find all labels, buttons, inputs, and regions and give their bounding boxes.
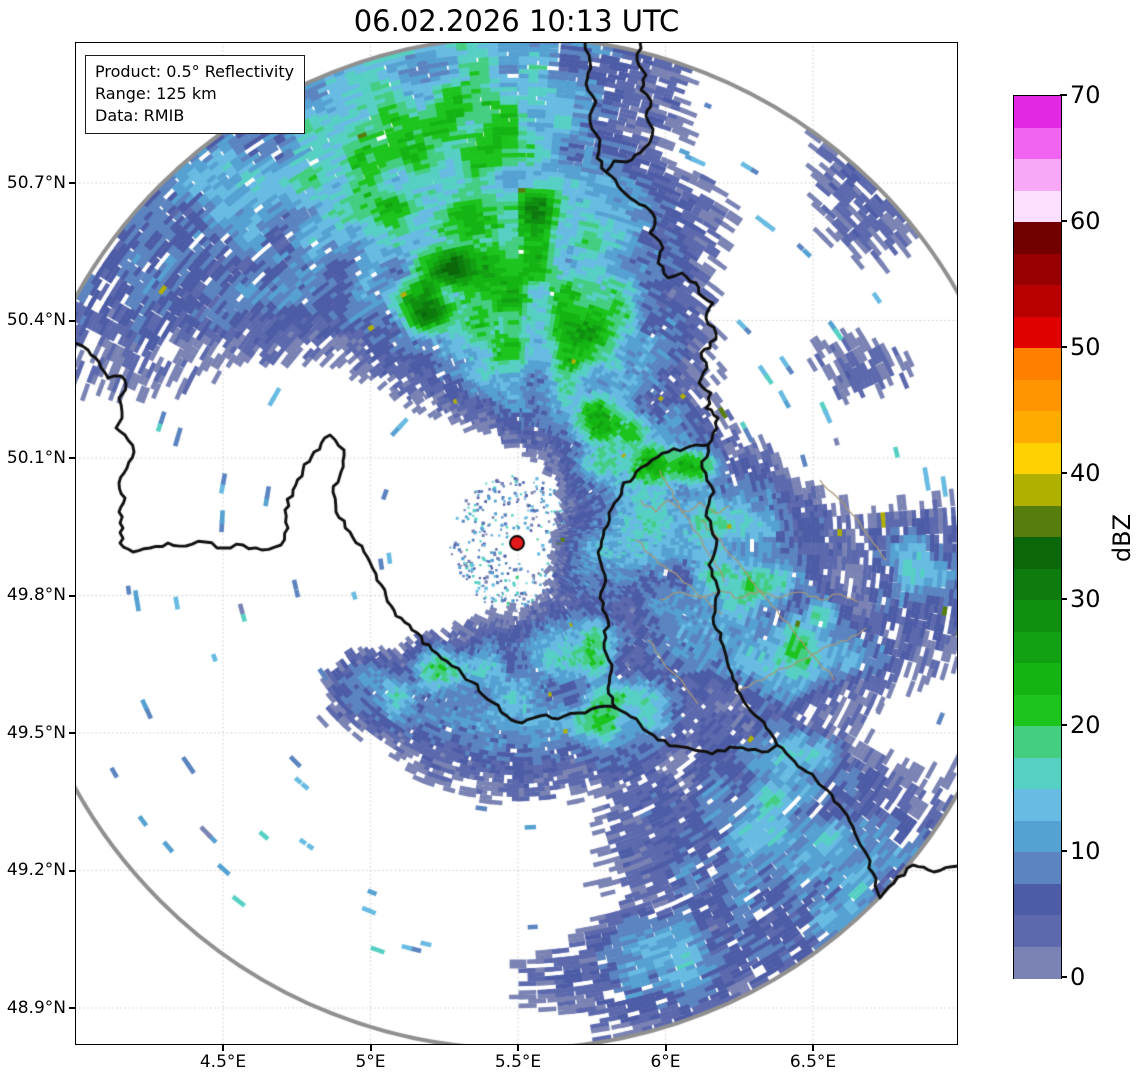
- colorbar-band: [1014, 820, 1061, 853]
- colorbar-band: [1014, 411, 1061, 443]
- colorbar-band: [1014, 568, 1061, 601]
- colorbar-band: [1014, 505, 1061, 538]
- colorbar-band: [1014, 757, 1061, 790]
- colorbar-band: [1014, 222, 1061, 254]
- colorbar-tick-label: 30: [1070, 585, 1101, 613]
- y-tick-label: 49.5°N: [6, 722, 66, 743]
- colorbar-tick-mark: [1060, 94, 1067, 96]
- colorbar-band: [1014, 348, 1061, 380]
- y-tick-label: 50.7°N: [6, 172, 66, 193]
- colorbar-band: [1014, 663, 1061, 695]
- x-tick-label: 5.5°E: [494, 1052, 542, 1072]
- colorbar-band: [1014, 631, 1061, 664]
- y-tick-mark: [69, 457, 75, 460]
- colorbar-title: dBZ: [1108, 513, 1136, 563]
- map-plot: Product: 0.5° Reflectivity Range: 125 km…: [75, 42, 958, 1045]
- colorbar-tick-label: 60: [1070, 207, 1101, 235]
- radar-canvas: [75, 42, 958, 1045]
- colorbar-band: [1014, 127, 1061, 160]
- x-tick-mark: [517, 1045, 520, 1051]
- colorbar-band: [1014, 285, 1061, 317]
- colorbar-band: [1014, 946, 1061, 979]
- colorbar-band: [1014, 159, 1061, 191]
- x-tick-mark: [812, 1045, 815, 1051]
- info-line-product: Product: 0.5° Reflectivity: [95, 62, 295, 81]
- colorbar-band: [1014, 600, 1061, 632]
- colorbar-band: [1014, 883, 1061, 916]
- colorbar-band: [1014, 316, 1061, 349]
- y-tick-label: 50.1°N: [6, 447, 66, 468]
- colorbar-tick-mark: [1060, 598, 1067, 600]
- colorbar-tick-label: 20: [1070, 711, 1101, 739]
- colorbar-band: [1014, 789, 1061, 821]
- colorbar-tick-mark: [1060, 724, 1067, 726]
- colorbar-tick-mark: [1060, 346, 1067, 348]
- x-tick-label: 6°E: [650, 1052, 681, 1072]
- info-box: Product: 0.5° Reflectivity Range: 125 km…: [85, 55, 306, 134]
- colorbar-band: [1014, 852, 1061, 884]
- x-tick-label: 6.5°E: [789, 1052, 837, 1072]
- info-line-range: Range: 125 km: [95, 84, 217, 103]
- x-tick-mark: [222, 1045, 225, 1051]
- y-tick-mark: [69, 869, 75, 872]
- y-tick-mark: [69, 732, 75, 735]
- y-tick-label: 49.2°N: [6, 860, 66, 880]
- colorbar-tick-label: 50: [1070, 333, 1101, 361]
- colorbar-band: [1014, 379, 1061, 412]
- x-tick-label: 4.5°E: [199, 1052, 247, 1072]
- y-tick-label: 48.9°N: [6, 997, 66, 1018]
- colorbar-tick-label: 40: [1070, 459, 1101, 487]
- colorbar-band: [1014, 726, 1061, 758]
- colorbar-band: [1014, 442, 1061, 475]
- y-tick-mark: [69, 1007, 75, 1010]
- colorbar-tick-label: 70: [1070, 81, 1101, 109]
- y-tick-mark: [69, 319, 75, 322]
- y-tick-mark: [69, 594, 75, 597]
- y-tick-label: 50.4°N: [6, 310, 66, 330]
- colorbar-tick-mark: [1060, 976, 1067, 978]
- colorbar-tick-mark: [1060, 850, 1067, 852]
- colorbar-band: [1014, 474, 1061, 506]
- colorbar-band: [1014, 915, 1061, 947]
- colorbar-tick-label: 0: [1070, 963, 1086, 991]
- y-tick-mark: [69, 182, 75, 185]
- colorbar-band: [1014, 694, 1061, 727]
- colorbar-band: [1014, 96, 1061, 128]
- colorbar-tick-label: 10: [1070, 837, 1101, 865]
- x-tick-mark: [664, 1045, 667, 1051]
- info-line-data: Data: RMIB: [95, 106, 185, 125]
- colorbar-band: [1014, 253, 1061, 286]
- colorbar-tick-mark: [1060, 220, 1067, 222]
- x-tick-label: 5°E: [355, 1052, 386, 1072]
- colorbar-tick-mark: [1060, 472, 1067, 474]
- colorbar: [1013, 95, 1062, 979]
- colorbar-band: [1014, 190, 1061, 223]
- colorbar-band: [1014, 537, 1061, 569]
- y-tick-label: 49.8°N: [6, 585, 66, 605]
- figure-title: 06.02.2026 10:13 UTC: [353, 4, 680, 38]
- x-tick-mark: [369, 1045, 372, 1051]
